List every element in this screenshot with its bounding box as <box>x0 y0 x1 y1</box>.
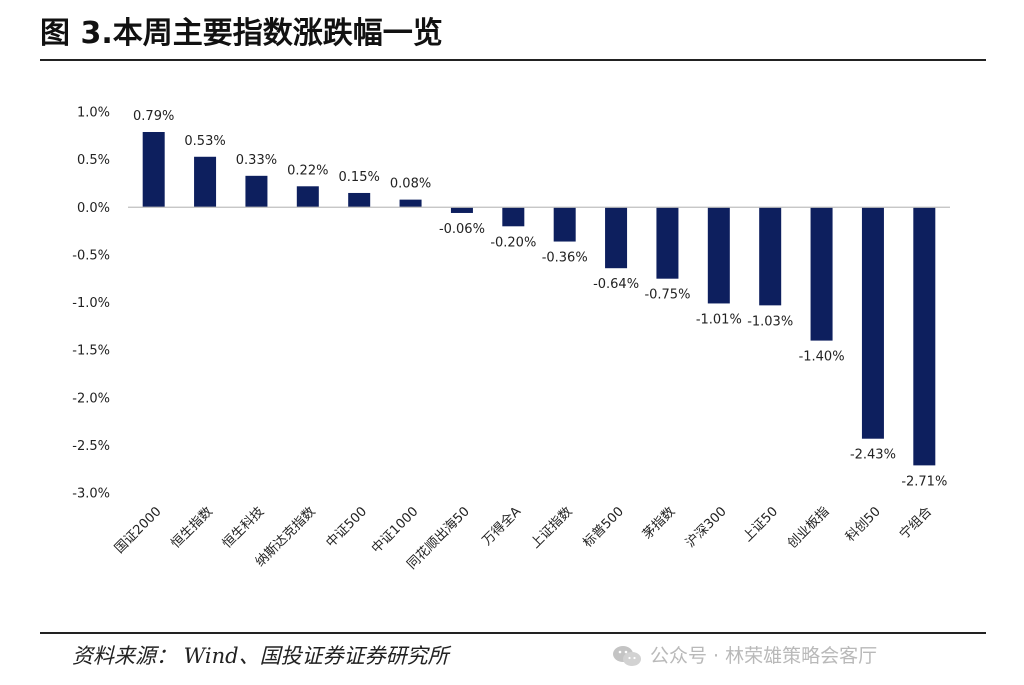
category-label: 标普500 <box>580 504 627 551</box>
bar <box>810 207 833 341</box>
category-label: 中证1000 <box>369 504 421 556</box>
data-label: 0.15% <box>339 170 380 185</box>
y-tick-label: -1.0% <box>72 296 110 311</box>
data-label: -0.64% <box>593 277 639 292</box>
bar <box>759 207 782 306</box>
title-divider <box>40 59 986 61</box>
category-label: 沪深300 <box>682 504 729 551</box>
y-tick-label: -3.0% <box>72 487 110 502</box>
category-label: 宁组合 <box>896 504 935 543</box>
y-tick-label: -1.5% <box>72 344 110 359</box>
category-label: 科创50 <box>843 504 884 545</box>
bar-chart: 1.0% 0.5% 0.0% -0.5% -1.0% -1.5% -2.0% -2.5% -3.… <box>72 106 950 572</box>
bar <box>399 199 422 208</box>
watermark-text: 公众号 · 林荣雄策略会客厅 <box>650 645 878 667</box>
category-label: 茅指数 <box>640 504 678 542</box>
bar <box>913 207 936 466</box>
data-label: -1.01% <box>696 312 742 327</box>
data-label: -1.03% <box>747 314 793 329</box>
source-note: 资料来源： Wind、国投证券证券研究所 <box>72 644 449 668</box>
category-label: 上证指数 <box>528 504 575 551</box>
data-label: 0.08% <box>390 177 431 192</box>
bar <box>450 207 473 213</box>
data-label: 0.22% <box>287 163 328 178</box>
data-label: -2.71% <box>901 474 947 489</box>
category-label: 上证50 <box>740 504 781 545</box>
data-label: -2.43% <box>850 448 896 463</box>
y-tick-label: 1.0% <box>77 106 110 121</box>
data-label: -0.36% <box>542 251 588 266</box>
bar <box>296 186 319 208</box>
data-label: -0.20% <box>490 235 536 250</box>
bar <box>502 207 525 227</box>
category-label: 恒生科技 <box>220 504 267 551</box>
bar <box>553 207 576 242</box>
bar <box>245 175 268 208</box>
category-label: 万得全A <box>479 503 524 548</box>
y-tick-label: -2.5% <box>72 439 110 454</box>
category-label: 创业板指 <box>785 504 832 551</box>
bar <box>142 132 165 208</box>
data-label: 0.33% <box>236 153 277 168</box>
bar <box>194 156 217 208</box>
category-label: 国证2000 <box>112 504 164 556</box>
data-label: -0.75% <box>644 288 690 303</box>
footer-divider <box>40 632 986 634</box>
y-tick-label: -0.5% <box>72 248 110 263</box>
y-tick-label: 0.0% <box>77 201 110 216</box>
wechat-icon <box>613 646 641 666</box>
bar <box>707 207 730 304</box>
y-tick-label: 0.5% <box>77 153 110 168</box>
data-label: -1.40% <box>799 350 845 365</box>
bar <box>861 207 884 439</box>
category-label: 恒生指数 <box>169 504 216 551</box>
category-label: 中证500 <box>323 504 370 551</box>
bar <box>348 192 371 208</box>
data-label: -0.06% <box>439 222 485 237</box>
figure-title: 图 3.本周主要指数涨跌幅一览 <box>40 16 443 51</box>
data-label: 0.53% <box>184 134 225 149</box>
bar <box>656 207 679 279</box>
data-label: 0.79% <box>133 109 174 124</box>
y-tick-label: -2.0% <box>72 391 110 406</box>
bar <box>605 207 628 269</box>
watermark: 公众号 · 林荣雄策略会客厅 <box>612 636 877 676</box>
